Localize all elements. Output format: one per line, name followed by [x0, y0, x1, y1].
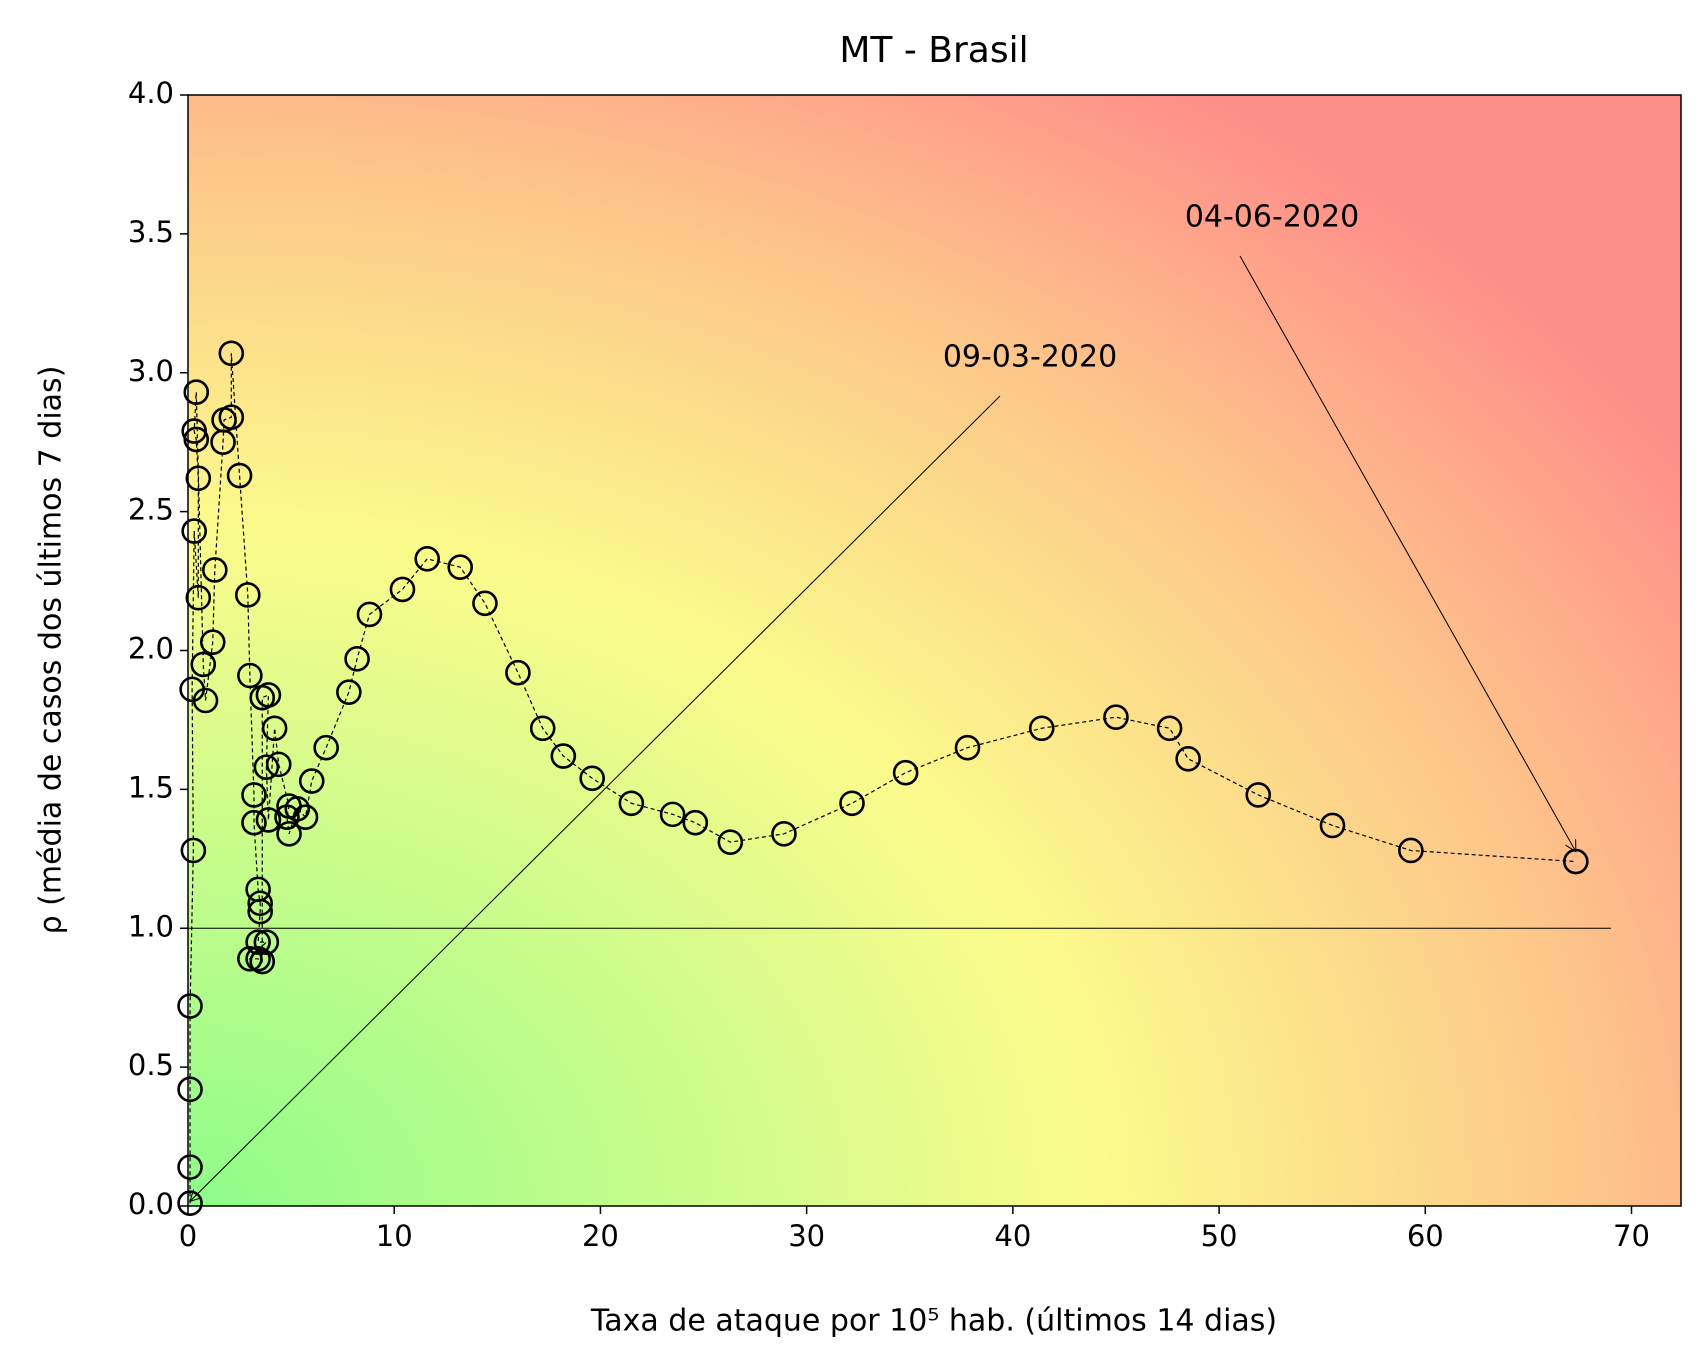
plot-frame — [187, 94, 1682, 1207]
point — [276, 821, 302, 847]
x-tick-label: 0 — [179, 1219, 197, 1253]
point — [180, 837, 207, 864]
point — [253, 929, 280, 955]
point — [265, 751, 292, 778]
point — [237, 946, 263, 972]
point — [247, 890, 273, 917]
point — [177, 993, 203, 1019]
point — [839, 790, 865, 817]
x-tick-label: 20 — [582, 1219, 619, 1253]
point — [190, 651, 217, 678]
point — [292, 804, 319, 830]
annotation-arrow — [190, 395, 1001, 1201]
point — [185, 465, 212, 492]
x-tick-label: 60 — [1407, 1219, 1444, 1253]
point — [247, 898, 273, 925]
point — [892, 759, 919, 786]
x-tick-label: 30 — [788, 1219, 825, 1253]
x-axis-label: Taxa de ataque por 10⁵ hab. (últimos 14 … — [590, 1304, 1277, 1339]
point — [389, 576, 416, 603]
annotation: 04-06-2020 — [1185, 200, 1359, 235]
point — [1156, 715, 1183, 742]
plot-background — [188, 95, 1681, 1206]
point — [954, 734, 981, 761]
point — [183, 379, 210, 405]
point — [1398, 837, 1424, 864]
annotation-arrow — [1239, 255, 1576, 852]
point — [177, 1154, 203, 1180]
point — [284, 796, 311, 822]
point — [241, 782, 267, 808]
x-tick-label: 50 — [1201, 1219, 1238, 1253]
point — [579, 765, 605, 792]
point — [181, 418, 207, 444]
point — [659, 801, 686, 828]
point — [261, 715, 288, 742]
point — [235, 582, 261, 608]
point — [529, 715, 556, 742]
point — [237, 662, 263, 689]
point — [255, 682, 282, 708]
point — [245, 946, 271, 972]
y-tick-label: 2.0 — [128, 632, 174, 666]
point — [682, 809, 709, 836]
point — [218, 340, 245, 367]
point — [717, 829, 744, 855]
y-tick-label: 0.5 — [128, 1048, 174, 1082]
point — [177, 1076, 203, 1103]
x-tick-label: 10 — [376, 1219, 413, 1253]
point — [313, 734, 339, 761]
y-tick-label: 4.0 — [128, 76, 174, 110]
x-tick-label: 70 — [1613, 1219, 1650, 1253]
trajectory-line — [189, 353, 1576, 1204]
point — [344, 646, 370, 672]
point — [226, 462, 253, 489]
point — [1245, 782, 1272, 808]
point — [298, 768, 325, 794]
point — [202, 557, 228, 583]
point — [505, 659, 531, 686]
y-tick-label: 1.0 — [128, 909, 174, 943]
annotation: 09-03-2020 — [943, 340, 1117, 375]
point — [1175, 746, 1201, 772]
point — [1103, 704, 1129, 730]
y-tick-label: 1.5 — [128, 770, 174, 804]
point — [414, 546, 441, 572]
point — [192, 687, 219, 714]
point — [181, 518, 207, 544]
y-tick-label: 3.5 — [128, 215, 174, 249]
point — [245, 929, 271, 955]
y-tick-label: 0.0 — [128, 1187, 174, 1221]
point — [447, 554, 474, 580]
point — [253, 754, 280, 780]
point — [1028, 715, 1055, 742]
point — [1319, 812, 1346, 839]
point — [249, 948, 276, 975]
y-tick-label: 2.5 — [128, 493, 174, 527]
point — [356, 601, 383, 628]
point — [771, 821, 797, 847]
y-axis-label: ρ (média de casos dos últimos 7 dias) — [34, 366, 69, 935]
point — [550, 743, 577, 769]
y-tick-label: 3.0 — [128, 354, 174, 388]
point — [618, 790, 645, 817]
point — [336, 679, 362, 705]
point — [472, 590, 498, 617]
point — [218, 404, 245, 430]
point — [255, 807, 282, 833]
chart-title: MT - Brasil — [839, 30, 1028, 71]
x-tick-label: 40 — [994, 1219, 1031, 1253]
point — [199, 629, 226, 655]
point — [185, 584, 212, 611]
point — [241, 809, 267, 836]
